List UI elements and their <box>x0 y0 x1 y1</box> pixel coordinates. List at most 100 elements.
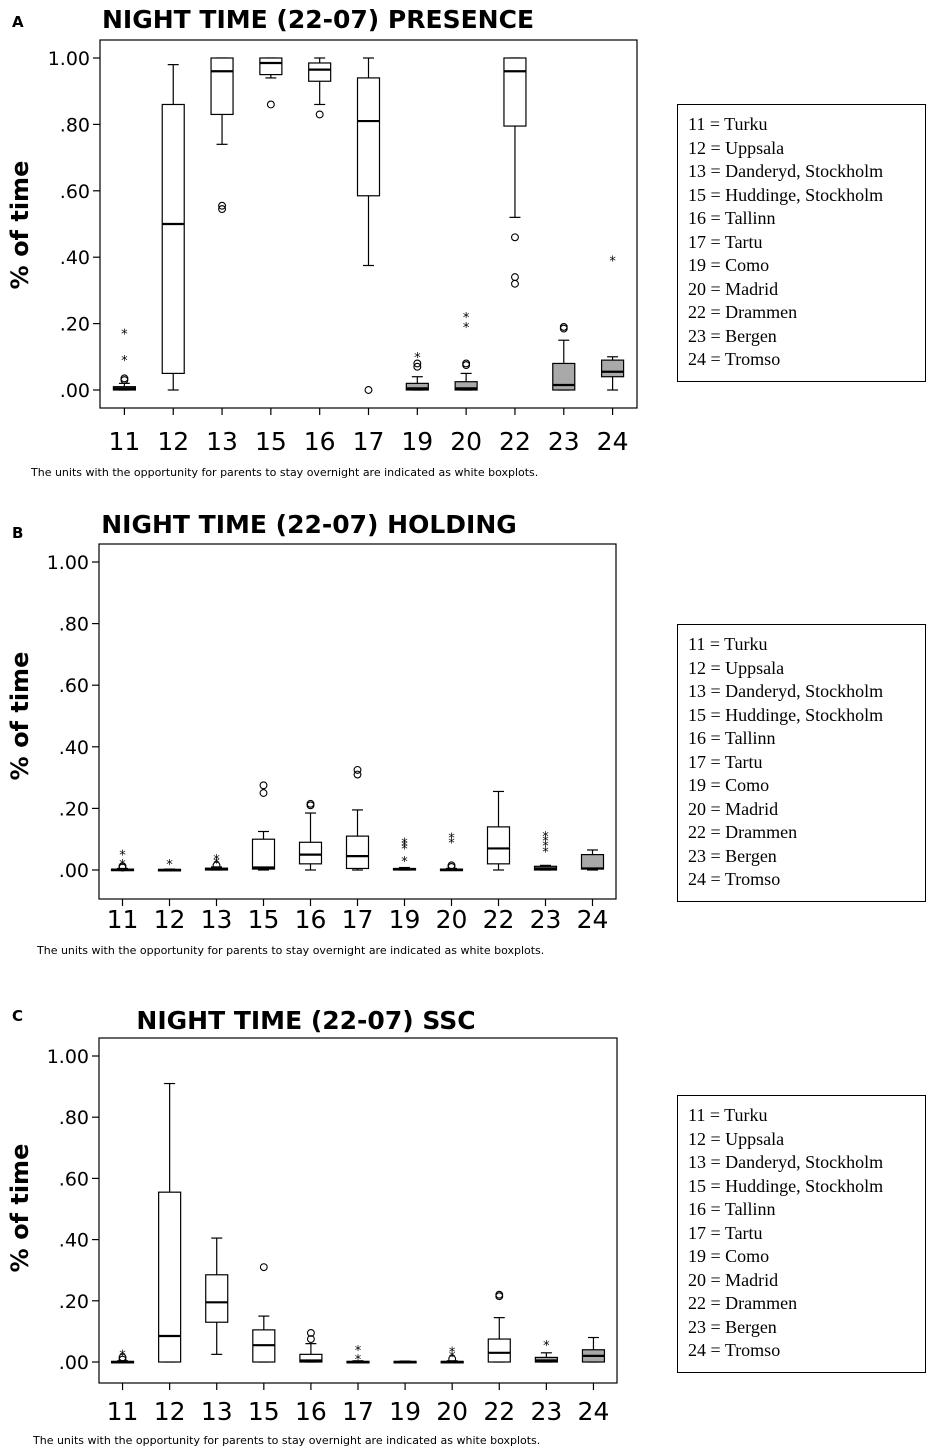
x-tick-label: 11 <box>109 427 141 456</box>
extreme-point: * <box>542 839 549 854</box>
box-unit-16 <box>299 1328 323 1363</box>
extreme-point: * <box>121 328 128 343</box>
outlier-point <box>511 273 519 282</box>
y-tick-label: .60 <box>60 181 90 203</box>
box-unit-15 <box>251 781 276 871</box>
outlier-point <box>413 359 422 368</box>
x-tick-label: 13 <box>206 427 238 456</box>
outlier-point <box>259 1263 268 1272</box>
x-tick-label: 24 <box>578 1397 610 1426</box>
box-unit-17: ** <box>346 1344 370 1368</box>
extreme-point: * <box>121 354 128 369</box>
y-tick-label: 1.00 <box>47 552 89 574</box>
outlier-point <box>353 765 362 774</box>
x-tick-label: 24 <box>597 427 629 456</box>
y-axis-label: % of time <box>6 1144 34 1273</box>
panel-a: A NIGHT TIME (22-07) PRESENCE % of time .00… <box>0 0 928 482</box>
x-tick-label: 11 <box>107 1397 139 1426</box>
chart-title: NIGHT TIME (22-07) PRESENCE <box>102 5 534 34</box>
x-tick-label: 11 <box>107 905 139 934</box>
x-tick-label: 20 <box>450 427 482 456</box>
y-tick-label: 1.00 <box>47 1046 89 1068</box>
legend-a: 11 = Turku 12 = Uppsala 13 = Danderyd, Sto… <box>677 104 926 382</box>
box-unit-11: ** <box>110 849 135 873</box>
legend-item: 17 = Tartu <box>688 751 763 772</box>
iqr-box <box>552 362 576 391</box>
extreme-point: * <box>542 830 549 845</box>
box-unit-22 <box>486 790 511 871</box>
boxplot-chart-a: A NIGHT TIME (22-07) PRESENCE % of time .00… <box>6 5 638 456</box>
panel-letter: A <box>12 13 24 31</box>
iqr-box <box>580 854 605 870</box>
legend-item: 23 = Bergen <box>688 1316 777 1337</box>
legend-c: 11 = Turku 12 = Uppsala 13 = Danderyd, Sto… <box>677 1095 926 1373</box>
outlier-point <box>306 1335 315 1343</box>
box-unit-23: **** <box>533 830 558 871</box>
outlier-point <box>118 862 127 871</box>
x-tick-label: 22 <box>483 905 515 934</box>
iqr-box <box>299 1353 323 1363</box>
x-tick-label: 24 <box>577 905 609 934</box>
legend-item: 20 = Madrid <box>688 798 779 819</box>
x-tick-label: 15 <box>248 905 280 934</box>
y-tick-label: .60 <box>59 675 89 697</box>
legend-item: 16 = Tallinn <box>688 208 776 228</box>
outlier-point <box>306 1328 315 1337</box>
legend-item: 24 = Tromso <box>688 349 781 369</box>
x-tick-label: 15 <box>248 1397 280 1426</box>
extreme-point: * <box>542 846 549 861</box>
extreme-point: * <box>401 855 408 870</box>
x-tick-label: 19 <box>389 905 421 934</box>
box-unit-23: * <box>534 1339 558 1363</box>
x-tick-label: 16 <box>295 905 327 934</box>
boxplot-chart-c: C NIGHT TIME (22-07) SSC % of time .00 .20 .4… <box>6 1006 618 1426</box>
y-axis-label: % of time <box>6 652 34 781</box>
x-tick-label: 23 <box>530 905 562 934</box>
chart-title: NIGHT TIME (22-07) HOLDING <box>101 510 517 539</box>
legend-item: 12 = Uppsala <box>688 657 785 678</box>
extreme-point: * <box>213 856 220 871</box>
y-tick-label: .20 <box>59 1291 89 1313</box>
outlier-point <box>212 861 221 870</box>
extreme-point: * <box>355 1353 362 1368</box>
legend-item: 13 = Danderyd, Stockholm <box>688 161 884 181</box>
x-tick-label: 17 <box>353 427 385 456</box>
box-unit-17 <box>356 57 381 394</box>
iqr-box <box>158 1191 182 1363</box>
box-unit-15 <box>259 57 283 109</box>
legend-item: 13 = Danderyd, Stockholm <box>688 1152 884 1172</box>
y-tick-label: .40 <box>60 247 90 269</box>
extreme-point: * <box>543 1339 550 1354</box>
outlier-point <box>259 789 268 797</box>
iqr-box <box>600 359 625 378</box>
legend-item: 15 = Huddinge, Stockholm <box>688 184 884 205</box>
legend-item: 11 = Turku <box>688 634 768 654</box>
iqr-box <box>405 382 429 391</box>
extreme-point: * <box>609 255 616 270</box>
y-tick-label: .40 <box>59 737 89 759</box>
extreme-point: * <box>449 1350 456 1365</box>
box-unit-23 <box>552 322 576 391</box>
x-tick-label: 15 <box>255 427 287 456</box>
panel-letter: C <box>12 1007 23 1025</box>
iqr-box <box>251 838 276 870</box>
iqr-box <box>356 77 381 197</box>
x-tick-label: 12 <box>157 427 189 456</box>
legend-b: 11 = Turku 12 = Uppsala 13 = Danderyd, Sto… <box>677 624 926 902</box>
boxplot-chart-b: B NIGHT TIME (22-07) HOLDING % of time .00.… <box>6 510 617 934</box>
box-unit-16 <box>298 799 323 871</box>
outlier-point <box>306 799 315 808</box>
outlier-point <box>259 781 268 790</box>
x-tick-label: 17 <box>342 905 374 934</box>
outlier-point <box>353 770 362 779</box>
outlier-point <box>315 110 324 119</box>
legend-item: 22 = Drammen <box>688 1293 798 1313</box>
box-unit-19: * <box>405 351 429 391</box>
panel-b: B NIGHT TIME (22-07) HOLDING % of time .00.… <box>0 482 928 968</box>
x-tick-label: 23 <box>530 1397 562 1426</box>
outlier-point <box>218 201 226 210</box>
extreme-point: * <box>401 836 408 851</box>
outlier-point <box>448 1354 457 1363</box>
y-axis-label: % of time <box>6 161 34 290</box>
box-unit-12 <box>161 64 185 391</box>
